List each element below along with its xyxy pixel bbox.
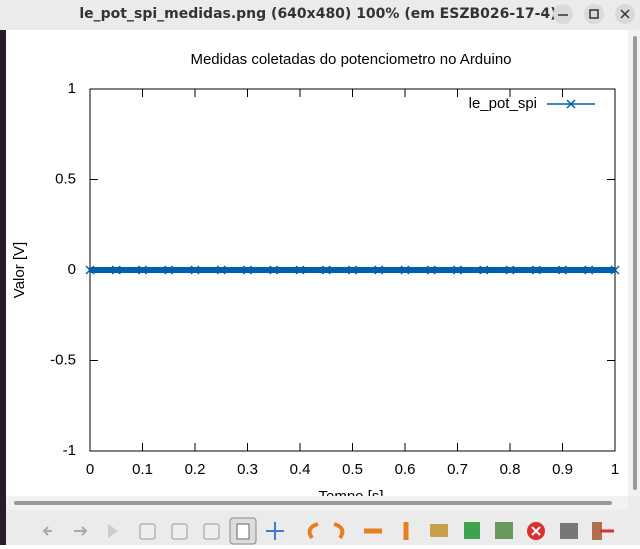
rotate-right-button[interactable] <box>333 522 345 540</box>
chart: Medidas coletadas do potenciometro no Ar… <box>11 51 620 505</box>
toolbar <box>42 517 614 545</box>
image-view <box>6 30 628 496</box>
point-marker <box>452 265 463 275</box>
open-button[interactable] <box>430 524 448 537</box>
desktop-edge <box>0 30 6 545</box>
x-tick-label: 0.9 <box>552 461 573 478</box>
x-tick-label: 0.1 <box>132 461 153 478</box>
chart-title: Medidas coletadas do potenciometro no Ar… <box>190 51 511 68</box>
back-button[interactable] <box>42 526 52 536</box>
rotate-left-button[interactable] <box>307 522 319 540</box>
point-marker <box>584 265 594 275</box>
play-button[interactable] <box>108 524 118 538</box>
properties-button[interactable] <box>560 523 578 539</box>
x-tick-label: 0 <box>86 461 94 478</box>
x-tick-label: 0.2 <box>185 461 206 478</box>
save-button[interactable] <box>464 522 480 539</box>
point-marker <box>479 265 489 275</box>
vertical-scroll-thumb[interactable] <box>633 36 637 490</box>
zoom-100-icon <box>236 523 250 540</box>
point-marker <box>269 265 279 275</box>
point-marker <box>426 265 436 275</box>
close-button[interactable] <box>615 4 635 24</box>
y-axis-label: Valor [V] <box>11 242 28 298</box>
legend-marker <box>566 99 576 109</box>
legend-label: le_pot_spi <box>469 95 537 112</box>
point-marker <box>400 265 410 275</box>
point-marker <box>610 265 620 275</box>
minimize-button[interactable] <box>553 4 573 24</box>
y-tick-label: 0 <box>68 261 76 278</box>
point-marker <box>531 265 541 275</box>
point-marker <box>321 265 331 275</box>
zoom-out-button[interactable] <box>139 523 156 540</box>
y-tick-label: 0.5 <box>55 170 76 187</box>
zoom-fit-button[interactable] <box>203 523 220 540</box>
maximize-button[interactable] <box>584 4 604 24</box>
save-as-button[interactable] <box>495 522 513 539</box>
point-marker <box>347 265 358 275</box>
x-tick-label: 0.4 <box>290 461 311 478</box>
zoom-in-button[interactable] <box>171 523 188 540</box>
point-marker <box>242 265 253 275</box>
x-tick-label: 0.7 <box>447 461 468 478</box>
point-marker <box>137 265 148 275</box>
point-marker <box>164 265 174 275</box>
quit-button[interactable] <box>592 522 602 540</box>
point-marker <box>374 265 384 275</box>
point-marker <box>216 265 226 275</box>
forward-button[interactable] <box>74 526 88 536</box>
x-tick-label: 0.8 <box>500 461 521 478</box>
delete-icon <box>531 526 541 536</box>
point-marker <box>85 265 95 275</box>
point-marker <box>111 265 121 275</box>
point-marker <box>505 265 515 275</box>
point-marker <box>295 265 305 275</box>
x-tick-label: 0.5 <box>342 461 363 478</box>
x-tick-label: 0.3 <box>237 461 258 478</box>
y-tick-label: -1 <box>63 442 76 459</box>
point-marker <box>190 265 200 275</box>
x-axis-label: Tempo [s] <box>318 488 383 505</box>
y-tick-label: 1 <box>68 80 76 97</box>
window-title: le_pot_spi_medidas.png (640x480) 100% (e… <box>79 6 556 22</box>
x-tick-label: 1 <box>611 461 619 478</box>
fullscreen-button[interactable] <box>266 522 284 540</box>
y-tick-label: -0.5 <box>50 351 76 368</box>
horizontal-scroll-thumb[interactable] <box>14 501 612 505</box>
x-tick-label: 0.6 <box>395 461 416 478</box>
point-marker <box>557 265 568 275</box>
